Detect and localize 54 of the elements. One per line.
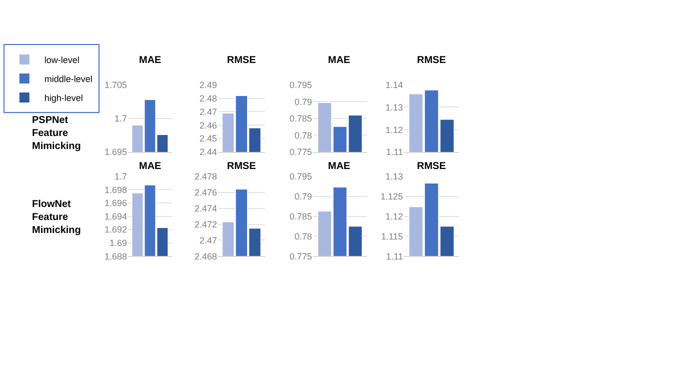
y-tick-label: 1.11 (386, 147, 403, 158)
y-tick-label: 1.698 (104, 184, 127, 195)
y-tick-label: 0.785 (289, 211, 312, 222)
y-tick-label: 1.7 (114, 172, 127, 182)
y-tick-label: 0.775 (289, 251, 312, 262)
legend-label: high-level (44, 92, 83, 103)
y-tick-label: 1.12 (385, 124, 403, 135)
chart-title: MAE (139, 161, 162, 172)
y-tick-label: 2.47 (199, 235, 217, 246)
y-tick-label: 2.46 (199, 120, 217, 130)
chart-title: RMSE (417, 161, 446, 172)
text: PSPNet Feature Mimicking (32, 115, 81, 152)
y-tick-label: 2.47 (199, 106, 217, 117)
y-tick-label: 0.78 (294, 231, 312, 242)
y-tick-label: 1.115 (381, 231, 403, 242)
legend-label: middle-level (44, 74, 92, 84)
y-tick-label: 0.79 (294, 191, 312, 202)
y-tick-label: 1.69 (109, 238, 127, 248)
y-tick-label: 0.785 (289, 114, 312, 124)
chart-title: RMSE (417, 55, 446, 66)
y-tick-label: 0.775 (289, 147, 312, 158)
y-tick-label: 0.795 (289, 80, 312, 90)
text: FlowNet Feature Mimicking (32, 199, 81, 236)
y-tick-label: 2.49 (199, 80, 217, 90)
y-tick-label: 0.795 (289, 172, 312, 182)
y-tick-label: 2.472 (194, 219, 217, 230)
y-tick-label: 1.688 (104, 251, 127, 262)
chart-title: MAE (328, 55, 351, 66)
y-tick-label: 1.696 (104, 198, 127, 208)
y-tick-label: 0.79 (294, 96, 312, 107)
y-tick-label: 2.478 (194, 172, 217, 182)
legend-label: low-level (44, 54, 80, 65)
y-tick-label: 2.468 (194, 251, 217, 262)
y-tick-label: 1.11 (386, 251, 403, 262)
y-tick-label: 2.476 (194, 187, 217, 198)
chart-title: RMSE (227, 161, 256, 172)
y-tick-label: 1.692 (104, 224, 127, 235)
y-tick-label: 1.14 (385, 80, 403, 90)
y-tick-label: 1.7 (114, 114, 127, 124)
y-tick-label: 1.13 (385, 172, 403, 182)
y-tick-label: 2.44 (199, 147, 217, 158)
y-tick-label: 1.12 (385, 211, 403, 222)
chart-title: MAE (328, 161, 351, 172)
y-tick-label: 2.48 (199, 93, 217, 104)
y-tick-label: 1.695 (104, 147, 127, 158)
y-tick-label: 2.474 (194, 203, 217, 214)
chart-title: MAE (139, 55, 162, 66)
y-tick-label: 0.78 (294, 130, 312, 140)
y-tick-label: 2.45 (199, 134, 217, 144)
chart-title: RMSE (227, 55, 256, 66)
y-tick-label: 1.705 (104, 80, 127, 90)
y-tick-label: 1.13 (385, 102, 403, 112)
y-tick-label: 1.125 (380, 191, 403, 202)
y-tick-label: 1.694 (104, 211, 127, 222)
